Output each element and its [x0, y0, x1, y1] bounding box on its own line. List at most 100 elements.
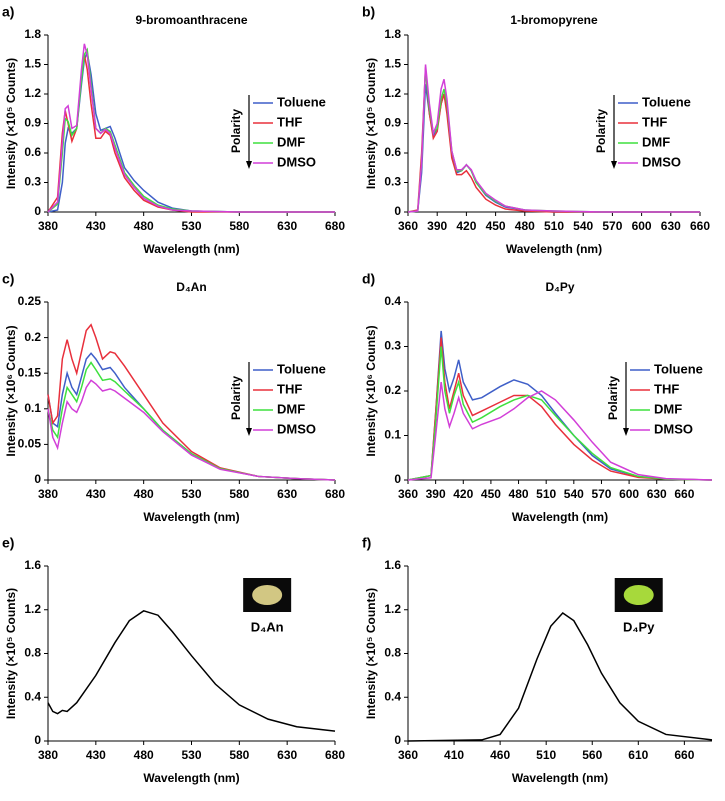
polarity-arrowhead — [611, 161, 617, 169]
legend-label: Toluene — [654, 361, 703, 376]
x-tick-label: 580 — [229, 219, 249, 233]
panel-label: e) — [2, 535, 14, 551]
legend-title: Polarity — [229, 376, 243, 420]
panel-label: c) — [2, 271, 14, 287]
y-tick-label: 1.2 — [24, 602, 41, 616]
y-tick-label: 1.8 — [384, 27, 401, 41]
legend-label: DMF — [277, 134, 305, 149]
legend-label: DMSO — [277, 421, 316, 436]
polarity-arrowhead — [246, 161, 252, 169]
y-tick-label: 0.15 — [18, 365, 42, 379]
x-tick-label: 530 — [181, 219, 201, 233]
x-tick-label: 420 — [456, 219, 476, 233]
x-tick-label: 390 — [426, 487, 446, 501]
data-line — [47, 50, 335, 213]
y-tick-label: 0.9 — [24, 116, 41, 130]
y-tick-label: 0.2 — [384, 383, 401, 397]
x-tick-label: 430 — [86, 748, 106, 762]
x-tick-label: 360 — [398, 487, 418, 501]
data-line — [407, 612, 713, 742]
legend-label: DMF — [277, 401, 305, 416]
x-tick-label: 530 — [181, 487, 201, 501]
chart-title: D₄Py — [545, 280, 574, 294]
x-tick-label: 540 — [573, 219, 593, 233]
x-tick-label: 410 — [444, 748, 464, 762]
y-tick-label: 1.2 — [24, 86, 41, 100]
y-tick-label: 1.6 — [24, 558, 41, 572]
data-line — [47, 43, 335, 213]
x-tick-label: 430 — [86, 487, 106, 501]
x-tick-label: 510 — [536, 748, 556, 762]
x-tick-label: 630 — [277, 748, 297, 762]
x-tick-label: 540 — [564, 487, 584, 501]
y-axis-title: Intensity (×10⁶ Counts) — [4, 325, 18, 456]
y-tick-label: 0 — [34, 204, 41, 218]
data-line — [47, 610, 336, 732]
x-tick-label: 660 — [690, 219, 710, 233]
x-tick-label: 430 — [86, 219, 106, 233]
y-tick-label: 0.3 — [384, 175, 401, 189]
y-tick-label: 0.05 — [18, 437, 42, 451]
x-tick-label: 630 — [661, 219, 681, 233]
y-tick-label: 0.3 — [24, 175, 41, 189]
panel-label: d) — [362, 271, 375, 287]
polarity-arrowhead — [623, 428, 629, 436]
y-tick-label: 0 — [34, 733, 41, 747]
data-line — [407, 64, 700, 213]
legend-label: Toluene — [277, 361, 326, 376]
x-tick-label: 600 — [619, 487, 639, 501]
y-tick-label: 1.2 — [384, 602, 401, 616]
x-tick-label: 680 — [325, 487, 345, 501]
y-tick-label: 1.5 — [384, 57, 401, 71]
x-tick-label: 580 — [229, 748, 249, 762]
y-tick-label: 0.4 — [384, 294, 401, 308]
x-axis-title: Wavelength (nm) — [143, 242, 239, 256]
y-tick-label: 0.8 — [384, 646, 401, 660]
y-tick-label: 1.2 — [384, 86, 401, 100]
x-tick-label: 380 — [38, 219, 58, 233]
x-tick-label: 630 — [647, 487, 667, 501]
x-tick-label: 570 — [602, 219, 622, 233]
x-tick-label: 580 — [229, 487, 249, 501]
y-tick-label: 0.4 — [384, 689, 401, 703]
data-line — [407, 330, 713, 481]
x-tick-label: 660 — [674, 487, 694, 501]
x-tick-label: 610 — [628, 748, 648, 762]
x-tick-label: 420 — [453, 487, 473, 501]
x-tick-label: 480 — [134, 487, 154, 501]
y-tick-label: 0 — [394, 204, 401, 218]
x-axis-title: Wavelength (nm) — [512, 771, 608, 785]
chart-title: 9-bromoanthracene — [135, 13, 247, 27]
x-tick-label: 600 — [632, 219, 652, 233]
panel-label: f) — [362, 535, 371, 551]
inset-label: D₄Py — [623, 619, 655, 634]
panel-label: b) — [362, 4, 375, 20]
x-tick-label: 380 — [38, 748, 58, 762]
x-tick-label: 510 — [536, 487, 556, 501]
x-tick-label: 460 — [490, 748, 510, 762]
x-tick-label: 570 — [591, 487, 611, 501]
inset-sample — [623, 585, 654, 605]
legend-label: THF — [654, 381, 679, 396]
legend-label: DMF — [642, 134, 670, 149]
x-tick-label: 560 — [582, 748, 602, 762]
x-tick-label: 480 — [134, 219, 154, 233]
legend-title: Polarity — [229, 109, 243, 153]
y-tick-label: 0.3 — [384, 339, 401, 353]
inset-label: D₄An — [251, 619, 284, 634]
chart-title: D₄An — [176, 280, 206, 294]
y-tick-label: 0 — [394, 472, 401, 486]
legend-title: Polarity — [606, 376, 620, 420]
legend-label: THF — [642, 114, 667, 129]
legend-label: THF — [277, 381, 302, 396]
data-line — [47, 361, 336, 481]
data-line — [407, 381, 713, 481]
y-axis-title: Intensity (×10⁶ Counts) — [364, 325, 378, 456]
x-tick-label: 450 — [481, 487, 501, 501]
x-axis-title: Wavelength (nm) — [512, 510, 608, 524]
legend-label: DMSO — [277, 154, 316, 169]
x-tick-label: 680 — [325, 219, 345, 233]
x-axis-title: Wavelength (nm) — [143, 510, 239, 524]
y-tick-label: 0.6 — [24, 145, 41, 159]
x-tick-label: 480 — [509, 487, 529, 501]
